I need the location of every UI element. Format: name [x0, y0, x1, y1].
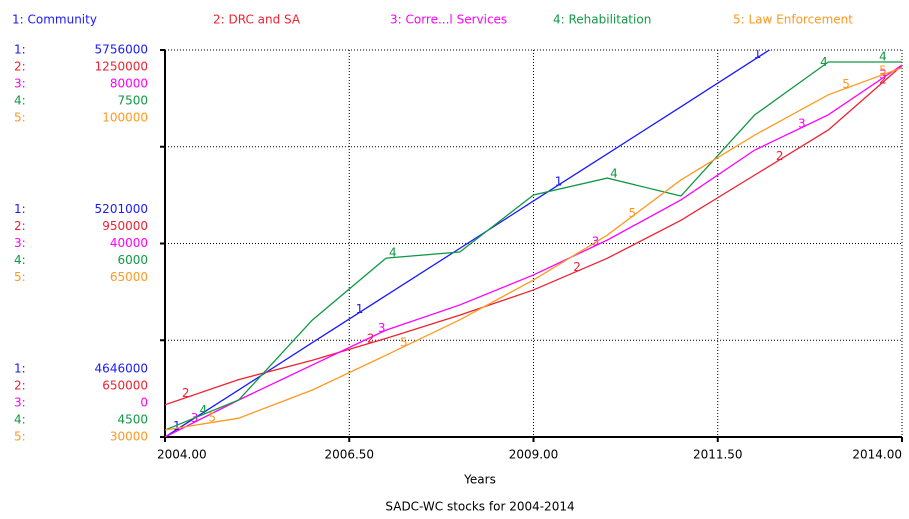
plot-area: 1111122222333334444455555: [165, 47, 902, 437]
series-marker: 2: [776, 149, 784, 163]
series-marker: 5: [628, 206, 636, 220]
series-marker: 2: [182, 386, 190, 400]
series-line: [165, 61, 902, 431]
series-marker: 5: [400, 336, 408, 350]
legend-entry: 1: Community: [12, 13, 97, 27]
y-axis-prefix: 4:: [14, 253, 26, 267]
x-axis-label: Years: [463, 473, 496, 487]
series-marker: 4: [389, 245, 397, 259]
x-tick-label: 2014.00: [852, 448, 902, 462]
series-line: [165, 50, 771, 437]
x-tick-label: 2006.50: [324, 448, 374, 462]
series-marker: 5: [879, 63, 887, 77]
y-axis-prefix: 3:: [14, 396, 26, 410]
y-tick-label: 30000: [110, 430, 148, 444]
series-marker: 5: [208, 410, 216, 424]
series-marker: 1: [555, 174, 563, 188]
y-axis-prefix: 3:: [14, 236, 26, 250]
series-marker: 3: [798, 116, 806, 130]
y-axis-prefix: 2:: [14, 219, 26, 233]
series-marker: 2: [879, 72, 887, 86]
y-axis-prefix: 2:: [14, 379, 26, 393]
y-axis-prefix: 1:: [14, 362, 26, 376]
y-tick-label: 5756000: [95, 43, 148, 57]
y-axis-prefix: 1:: [14, 202, 26, 216]
series-marker: 2: [573, 260, 581, 274]
chart-caption: SADC-WC stocks for 2004-2014: [385, 500, 574, 514]
legend-entry: 5: Law Enforcement: [733, 13, 853, 27]
series-line: [165, 64, 902, 437]
series-marker: 1: [356, 302, 364, 316]
y-tick-label: 0: [140, 396, 148, 410]
y-tick-label: 4646000: [95, 362, 148, 376]
legend-entry: 2: DRC and SA: [213, 13, 301, 27]
y-tick-label: 5201000: [95, 202, 148, 216]
y-axis-prefix: 4:: [14, 94, 26, 108]
series-marker: 5: [842, 77, 850, 91]
y-tick-label: 65000: [110, 270, 148, 284]
x-tick-label: 2004.00: [157, 448, 207, 462]
y-axis-prefix: 5:: [14, 430, 26, 444]
y-tick-label: 650000: [102, 379, 148, 393]
series-marker: 3: [592, 235, 600, 249]
series-line: [165, 64, 902, 406]
x-tick-label: 2011.50: [693, 448, 743, 462]
series-marker: 3: [378, 321, 386, 335]
y-axis-prefix: 5:: [14, 270, 26, 284]
series-marker: 2: [367, 331, 375, 345]
x-tick-label: 2009.00: [509, 448, 559, 462]
series-marker: 4: [610, 166, 618, 180]
y-tick-label: 7500: [117, 94, 148, 108]
y-tick-label: 80000: [110, 77, 148, 91]
y-axis-prefix: 3:: [14, 77, 26, 91]
series-marker: 4: [879, 49, 887, 63]
y-axis-prefix: 2:: [14, 60, 26, 74]
legend-entry: 4: Rehabilitation: [553, 13, 651, 27]
y-tick-label: 40000: [110, 236, 148, 250]
y-tick-label: 6000: [117, 253, 148, 267]
y-tick-label: 1250000: [95, 60, 148, 74]
y-axis-prefix: 4:: [14, 413, 26, 427]
y-tick-label: 950000: [102, 219, 148, 233]
legend-entry: 3: Corre...l Services: [390, 13, 507, 27]
y-tick-label: 100000: [102, 111, 148, 125]
y-axis-prefix: 1:: [14, 43, 26, 57]
series-marker: 4: [200, 403, 208, 417]
y-tick-label: 4500: [117, 413, 148, 427]
series-marker: 1: [754, 47, 762, 61]
series-line: [165, 67, 902, 431]
series-marker: 4: [820, 55, 828, 69]
y-axis-prefix: 5:: [14, 111, 26, 125]
